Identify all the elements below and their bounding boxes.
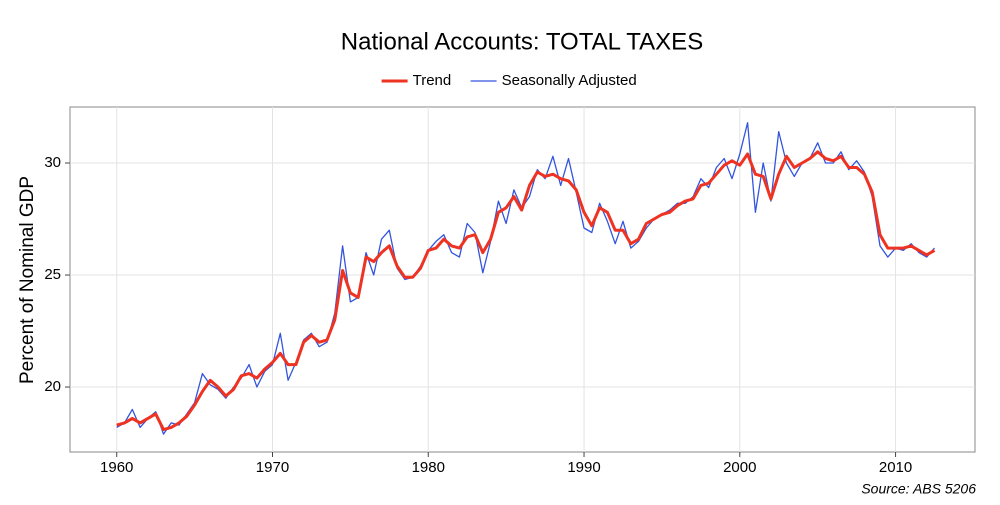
source-note: Source: ABS 5206 bbox=[861, 481, 976, 497]
x-tick-label: 1980 bbox=[412, 459, 445, 476]
x-tick-label: 1960 bbox=[100, 459, 133, 476]
y-tick-label: 30 bbox=[44, 154, 61, 171]
y-tick-label: 20 bbox=[44, 378, 61, 395]
plot-area bbox=[69, 106, 976, 453]
legend-label: Trend bbox=[413, 72, 452, 89]
y-tick-label: 25 bbox=[44, 266, 61, 283]
x-tick-label: 2000 bbox=[723, 459, 756, 476]
x-tick-label: 1990 bbox=[567, 459, 600, 476]
legend-label: Seasonally Adjusted bbox=[502, 72, 637, 89]
y-axis-label: Percent of Nominal GDP bbox=[17, 176, 38, 384]
x-tick-label: 2010 bbox=[879, 459, 912, 476]
x-tick-label: 1970 bbox=[256, 459, 289, 476]
chart-title: National Accounts: TOTAL TAXES bbox=[341, 28, 703, 55]
series-line bbox=[116, 150, 936, 432]
